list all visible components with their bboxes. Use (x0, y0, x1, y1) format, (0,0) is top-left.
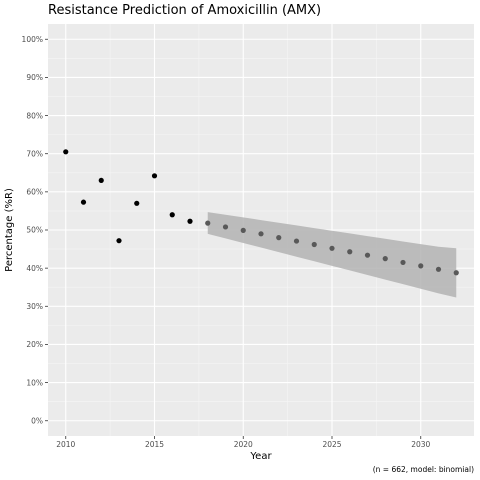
predicted-point (382, 256, 388, 262)
predicted-point (311, 241, 317, 248)
observed-point (169, 212, 175, 218)
y-tick-label: 10% (26, 378, 43, 387)
predicted-point (293, 238, 300, 244)
points-layer (63, 149, 459, 276)
chart-title: Resistance Prediction of Amoxicillin (AM… (48, 3, 321, 18)
observed-point (63, 149, 69, 155)
predicted-point (258, 231, 264, 237)
x-tick-label: 2015 (145, 440, 164, 449)
observed-point (151, 173, 158, 179)
observed-point (187, 218, 193, 224)
predicted-point (400, 259, 406, 266)
confidence-ribbon-layer (207, 212, 457, 298)
x-axis-title: Year (249, 451, 272, 462)
predicted-point (205, 220, 211, 226)
x-axis-ticks: 2010 2015 2020 2025 2030 (56, 436, 431, 449)
y-tick-label: 100% (22, 35, 43, 44)
y-tick-label: 20% (26, 340, 43, 349)
y-tick-label: 80% (26, 111, 43, 120)
observed-point (98, 177, 104, 184)
predicted-point (364, 252, 371, 258)
y-tick-label: 60% (26, 188, 43, 197)
predicted-point (453, 270, 459, 276)
observed-point (116, 238, 122, 244)
predicted-point (329, 245, 335, 251)
predicted-point (222, 224, 229, 230)
y-axis-ticks: 0% 10% 20% 30% 40% 50% 60% 70% 80% 90% 100% (22, 35, 48, 425)
predicted-point (347, 249, 353, 255)
y-tick-label: 0% (31, 416, 43, 425)
observed-point (134, 200, 140, 206)
predicted-point (418, 263, 424, 269)
y-tick-label: 40% (26, 264, 43, 273)
predicted-point (276, 235, 282, 241)
y-tick-label: 90% (26, 73, 43, 82)
x-tick-label: 2030 (411, 440, 430, 449)
chart-caption: (n = 662, model: binomial) (373, 465, 474, 474)
predicted-point (435, 266, 442, 272)
y-tick-label: 50% (26, 226, 43, 235)
y-tick-label: 30% (26, 302, 43, 311)
observed-point (80, 199, 87, 205)
predicted-point (240, 227, 246, 233)
x-tick-label: 2025 (322, 440, 341, 449)
confidence-ribbon (207, 212, 457, 298)
y-axis-title: Percentage (%R) (4, 188, 15, 272)
y-tick-label: 70% (26, 149, 43, 158)
x-tick-label: 2010 (56, 440, 75, 449)
x-tick-label: 2020 (234, 440, 253, 449)
